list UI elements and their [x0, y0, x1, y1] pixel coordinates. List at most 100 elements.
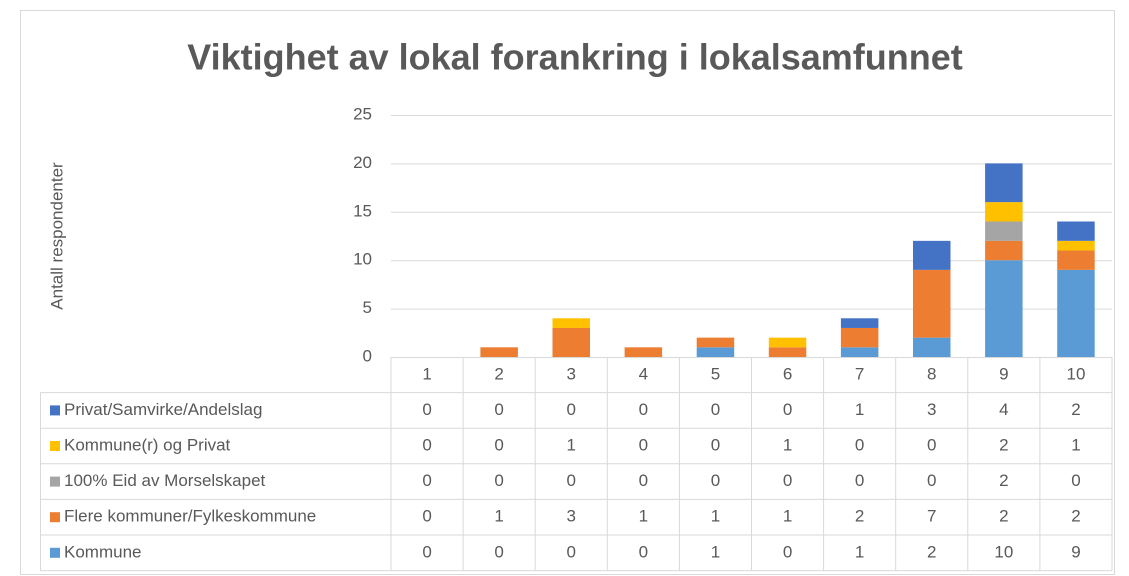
table-cell: 0	[711, 435, 720, 454]
bar-segment	[696, 347, 735, 357]
bar-segment	[913, 337, 951, 357]
bar-segment	[913, 269, 951, 338]
table-cell: 2	[927, 542, 936, 561]
table-cell: 4	[999, 400, 1008, 419]
table-cell: 1	[711, 542, 720, 561]
table-cell: 1	[855, 542, 864, 561]
table-cell: 1	[639, 507, 648, 526]
table-cell: 0	[639, 542, 648, 561]
table-cell: 0	[855, 435, 864, 454]
table-cell: 0	[567, 400, 576, 419]
bar-segment	[1057, 221, 1095, 241]
table-cell: 0	[422, 507, 431, 526]
table-cell: 2	[1071, 507, 1080, 526]
table-cell: 0	[711, 471, 720, 490]
table-cell: 0	[783, 471, 792, 490]
legend-label: Flere kommuner/Fylkeskommune	[64, 507, 316, 526]
bar-segment	[985, 240, 1023, 261]
x-tick-label: 7	[855, 364, 864, 383]
table-cell: 0	[711, 400, 720, 419]
legend-key	[50, 512, 60, 523]
bar-segment	[1057, 269, 1095, 357]
x-tick-label: 3	[567, 364, 576, 383]
bar-segment	[913, 240, 951, 270]
x-tick-label: 2	[494, 364, 503, 383]
table-cell: 2	[999, 435, 1008, 454]
y-tick-label: 20	[353, 153, 372, 172]
legend-label: Kommune	[64, 542, 141, 561]
table-cell: 0	[567, 471, 576, 490]
table-cell: 0	[422, 400, 431, 419]
legend-key	[50, 441, 60, 451]
table-cell: 0	[494, 400, 503, 419]
bar-segment	[985, 221, 1023, 241]
y-tick-label: 5	[363, 298, 372, 317]
table-cell: 2	[999, 471, 1008, 490]
table-cell: 0	[422, 435, 431, 454]
table-cell: 0	[494, 435, 503, 454]
bar-segment	[840, 347, 879, 357]
legend-key	[50, 476, 60, 487]
table-cell: 0	[927, 435, 936, 454]
bar-segment	[552, 318, 590, 328]
table-cell: 1	[783, 507, 792, 526]
table-cell: 9	[1071, 542, 1080, 561]
table-cell: 2	[999, 507, 1008, 526]
x-tick-label: 10	[1066, 364, 1085, 383]
table-cell: 2	[1071, 400, 1080, 419]
chart-title: Viktighet av lokal forankring i lokalsam…	[187, 37, 963, 78]
y-tick-label: 0	[363, 346, 372, 365]
table-cell: 0	[422, 542, 431, 561]
table-cell: 0	[639, 435, 648, 454]
table-cell: 3	[927, 400, 936, 419]
y-tick-label: 15	[353, 201, 372, 220]
bar-segment	[840, 327, 879, 348]
bar-segment	[624, 347, 663, 357]
x-tick-label: 6	[783, 364, 792, 383]
table-cell: 0	[927, 471, 936, 490]
bar-segment	[985, 260, 1023, 357]
bar-segment	[985, 163, 1023, 203]
bar-segment	[480, 347, 518, 357]
table-cell: 1	[711, 507, 720, 526]
bar-segment	[552, 327, 590, 357]
x-tick-label: 5	[711, 364, 720, 383]
table-cell: 1	[567, 435, 576, 454]
bar-segment	[768, 337, 807, 348]
table-cell: 0	[639, 471, 648, 490]
x-tick-label: 1	[422, 364, 431, 383]
table-cell: 1	[494, 507, 503, 526]
x-tick-label: 4	[639, 364, 648, 383]
legend-label: 100% Eid av Morselskapet	[64, 471, 266, 490]
y-axis-label: Antall respondenter	[47, 162, 66, 310]
legend-key	[50, 405, 60, 416]
bar-segment	[696, 337, 735, 348]
table-cell: 0	[567, 542, 576, 561]
bar-segment	[1057, 240, 1095, 251]
table-cell: 0	[422, 471, 431, 490]
x-tick-label: 9	[999, 364, 1008, 383]
y-tick-label: 25	[353, 104, 372, 123]
table-cell: 1	[1071, 435, 1080, 454]
bar-segment	[985, 202, 1023, 222]
table-cell: 0	[855, 471, 864, 490]
legend-key	[50, 547, 60, 558]
table-cell: 1	[855, 400, 864, 419]
table-cell: 0	[494, 542, 503, 561]
table-cell: 3	[567, 507, 576, 526]
legend-label: Privat/Samvirke/Andelslag	[64, 400, 262, 419]
legend-label: Kommune(r) og Privat	[64, 435, 231, 454]
table-cell: 0	[1071, 471, 1080, 490]
table-cell: 10	[994, 542, 1013, 561]
table-cell: 7	[927, 507, 936, 526]
bar-segment	[1057, 250, 1095, 270]
table-cell: 2	[855, 507, 864, 526]
table-cell: 1	[783, 435, 792, 454]
table-cell: 0	[494, 471, 503, 490]
y-tick-label: 10	[353, 250, 372, 269]
table-cell: 0	[783, 542, 792, 561]
table-cell: 0	[783, 400, 792, 419]
table-cell: 0	[639, 400, 648, 419]
bar-segment	[768, 347, 807, 357]
